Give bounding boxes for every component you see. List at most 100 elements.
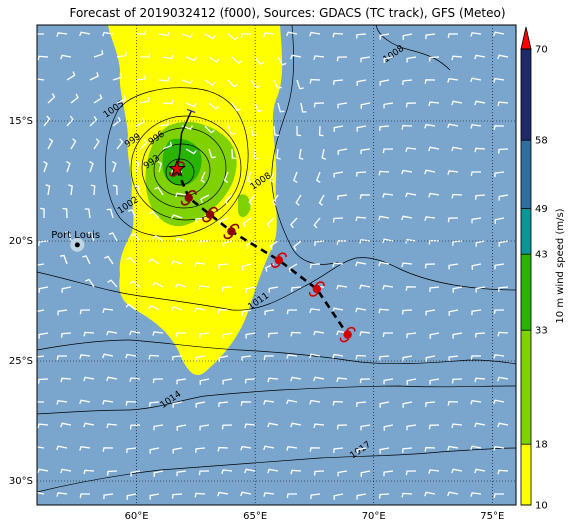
wind-barb	[200, 194, 210, 204]
storm-arm	[202, 217, 212, 223]
wind-barb	[37, 55, 49, 61]
wind-barb	[298, 148, 304, 160]
wind-barb	[406, 56, 417, 63]
wind-barb	[223, 171, 229, 184]
wind-barb	[125, 353, 137, 359]
wind-barb	[158, 120, 169, 127]
colorbar-tick-label: 49	[535, 204, 548, 215]
wind-barb	[70, 93, 79, 104]
wind-barb	[204, 125, 215, 134]
lat-tick-label: 15°S	[9, 116, 33, 127]
wind-barb	[382, 284, 394, 290]
storm-arm	[180, 200, 191, 206]
wind-barb	[148, 304, 160, 311]
wind-barb	[474, 468, 486, 474]
wind-barb	[379, 447, 390, 454]
wind-barb	[57, 309, 68, 316]
wind-barb	[286, 493, 297, 499]
wind-barb	[60, 377, 72, 383]
lon-tick-label: 70°E	[362, 511, 386, 522]
wind-barb	[172, 447, 183, 454]
wind-barb	[37, 401, 45, 403]
wind-barb	[355, 307, 367, 313]
wind-barb	[451, 378, 463, 384]
wind-barb	[378, 170, 390, 176]
wind-barb	[217, 309, 229, 314]
colorbar-tick-label: 33	[535, 326, 548, 337]
wind-barb	[474, 147, 486, 153]
wind-barb	[424, 446, 436, 452]
wind-barb	[497, 331, 509, 337]
wind-barb	[448, 263, 459, 270]
wind-barb	[37, 491, 45, 495]
wind-barb	[310, 493, 321, 500]
wind-barb	[106, 330, 118, 336]
wind-barb	[195, 401, 206, 408]
lat-tick-label: 25°S	[9, 356, 33, 367]
wind-barb	[401, 124, 413, 130]
wind-barb	[130, 233, 141, 242]
wind-barb	[272, 194, 279, 206]
wind-barb	[378, 493, 390, 499]
wind-barb	[313, 217, 321, 229]
wind-barb	[425, 401, 436, 407]
wind-barb	[382, 148, 394, 154]
wind-barb	[356, 79, 367, 86]
wind-barb	[231, 148, 237, 160]
storm-position-core	[205, 210, 215, 219]
storm-arm	[346, 326, 356, 332]
wind-barb	[263, 445, 275, 451]
wind-barb	[263, 399, 275, 405]
wind-barb	[470, 399, 482, 405]
colorbar-tick-label: 58	[535, 136, 548, 147]
wind-barb	[406, 378, 417, 385]
port-louis-marker	[70, 237, 85, 252]
map-frame	[36, 24, 517, 506]
wind-barb	[470, 445, 482, 451]
wind-barb	[447, 170, 459, 175]
wind-barb	[447, 401, 459, 406]
wind-barb	[402, 79, 413, 86]
wind-barb	[318, 125, 324, 137]
storm-arm	[277, 252, 287, 258]
wind-barb	[37, 468, 49, 474]
wind-barb	[89, 116, 98, 127]
wind-barb	[424, 263, 436, 269]
wind-barb	[497, 148, 509, 154]
wind-barb	[38, 286, 49, 293]
wind-barb	[83, 331, 95, 337]
wind-barb	[175, 283, 187, 288]
wind-barb	[474, 100, 486, 106]
wind-barb	[379, 79, 390, 86]
wind-barb	[83, 376, 95, 382]
wind-barb	[451, 55, 463, 61]
wind-barb	[56, 492, 68, 497]
wind-barb	[474, 54, 486, 60]
wind-barb	[152, 331, 164, 336]
wind-barb	[313, 55, 325, 60]
wind-barb	[200, 171, 206, 183]
wind-barb	[383, 56, 394, 63]
wind-barb	[222, 332, 233, 339]
wind-barb	[60, 332, 72, 338]
wind-barb	[128, 209, 137, 219]
wind-barb	[244, 468, 256, 474]
wind-barb	[405, 102, 417, 108]
wind-barb	[208, 56, 220, 63]
wind-barb	[321, 148, 327, 160]
wind-barb	[452, 332, 463, 339]
wind-barb	[406, 332, 417, 339]
wind-barb	[125, 400, 137, 406]
wind-barb	[290, 376, 302, 382]
storm-arm	[208, 206, 219, 212]
wind-barb	[129, 377, 141, 382]
wind-barb	[332, 353, 344, 359]
colorbar-tick-label: 43	[535, 250, 548, 261]
wind-barb	[157, 161, 163, 173]
wind-barb	[451, 423, 463, 429]
wind-barb	[356, 447, 367, 454]
colorbar-tick-label: 18	[535, 440, 548, 451]
wind-barb	[185, 148, 197, 155]
wind-barb	[360, 424, 371, 431]
wind-barb	[269, 240, 279, 250]
